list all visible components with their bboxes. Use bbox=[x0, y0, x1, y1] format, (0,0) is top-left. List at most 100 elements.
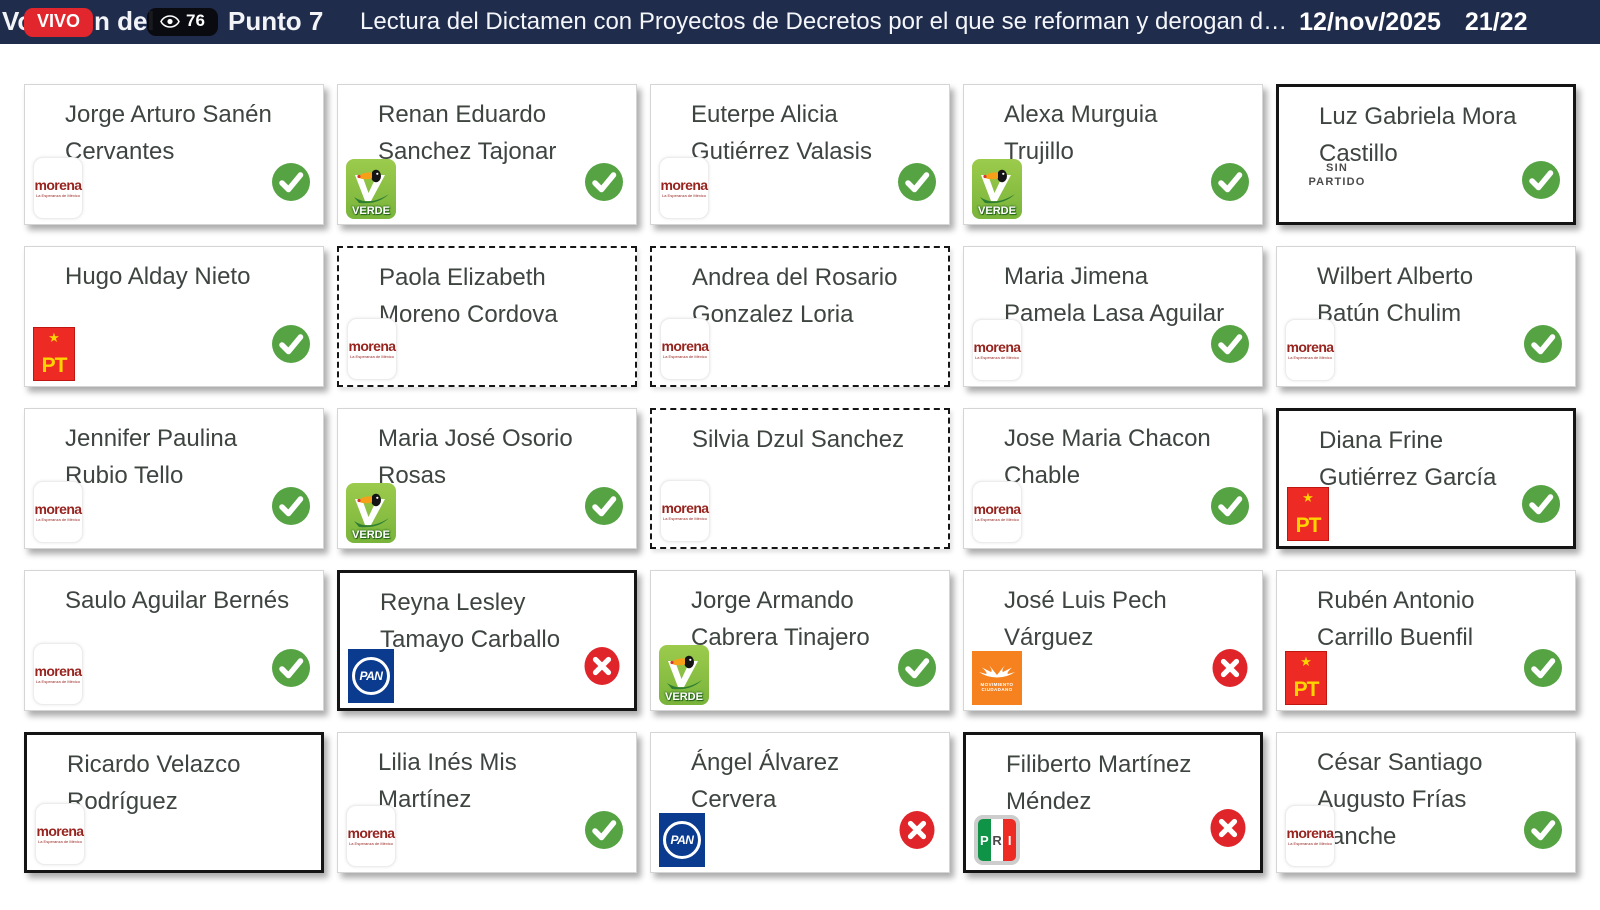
deputy-name-line: Jennifer Paulina bbox=[65, 425, 238, 452]
pan-circle: PAN bbox=[352, 657, 390, 695]
deputy-card: Jorge Armando Cabrera Tinajero VERDE bbox=[650, 570, 950, 711]
deputy-card: Hugo Alday Nieto ★ PT bbox=[24, 246, 324, 387]
pt-wordmark: PT bbox=[41, 354, 68, 377]
vote-no-icon bbox=[1212, 649, 1248, 687]
vote-yes-icon bbox=[898, 649, 936, 687]
verde-wordmark: VERDE bbox=[352, 529, 390, 541]
deputy-name: Ángel Álvarez Cervera bbox=[651, 733, 949, 818]
party-logo-slot: morena La Esperanza de México bbox=[33, 481, 83, 543]
morena-logo: morena La Esperanza de México bbox=[660, 480, 710, 542]
party-logo-slot: morena La Esperanza de México bbox=[660, 318, 710, 380]
vote-status-slot bbox=[896, 323, 936, 363]
deputy-name: Jorge Armando Cabrera Tinajero bbox=[651, 571, 949, 656]
pt-star-icon: ★ bbox=[48, 330, 60, 345]
morena-wordmark: morena bbox=[973, 339, 1022, 355]
morena-slogan: La Esperanza de México bbox=[1287, 355, 1333, 360]
deputy-name: Lilia Inés Mis Martínez bbox=[338, 733, 636, 818]
morena-slogan: La Esperanza de México bbox=[662, 354, 708, 359]
deputy-name-line: Jorge Arturo Sanén bbox=[65, 101, 272, 128]
deputy-name-line: Cervantes bbox=[65, 138, 175, 165]
deputy-card: Andrea del Rosario Gonzalez Loria morena L… bbox=[650, 246, 950, 387]
deputy-card: Paola Elizabeth Moreno Cordova morena La E… bbox=[337, 246, 637, 387]
deputy-name-line: Ángel Álvarez bbox=[691, 749, 840, 776]
vote-yes-icon bbox=[272, 163, 310, 201]
deputy-name: José Luis Pech Várguez bbox=[964, 571, 1262, 656]
deputy-card: Alexa Murguia Trujillo VERDE bbox=[963, 84, 1263, 225]
vote-counter: 21/22 bbox=[1464, 7, 1528, 36]
party-logo-slot: morena La Esperanza de México bbox=[1285, 319, 1335, 381]
party-logo-slot: VERDE bbox=[972, 159, 1022, 219]
deputy-name-line: Cabrera Tinajero bbox=[691, 624, 870, 651]
live-badge: VIVO bbox=[24, 8, 94, 37]
pt-wordmark: PT bbox=[1293, 678, 1320, 701]
deputy-name-line: Reyna Lesley bbox=[380, 589, 526, 616]
pan-logo: PAN bbox=[348, 649, 394, 703]
vote-status-slot bbox=[897, 162, 937, 202]
deputy-name: Ricardo Velazco Rodríguez bbox=[27, 735, 321, 820]
deputy-name-line: Silvia Dzul Sanchez bbox=[692, 426, 905, 453]
verde-toucan-icon bbox=[980, 169, 1015, 204]
vote-status-slot bbox=[582, 646, 622, 686]
viewer-count-badge: 76 bbox=[147, 8, 218, 36]
deputy-name-line: César Santiago bbox=[1317, 749, 1483, 776]
party-logo-slot: morena La Esperanza de México bbox=[1285, 805, 1335, 867]
pri-letter-p: P bbox=[978, 819, 991, 861]
deputy-name-line: Carrillo Buenfil bbox=[1317, 624, 1474, 651]
deputy-name-line: Méndez bbox=[1006, 788, 1092, 815]
deputy-name-line: Maria José Osorio bbox=[378, 425, 573, 452]
vote-status-slot bbox=[1521, 160, 1561, 200]
verde-logo: VERDE bbox=[346, 483, 396, 543]
morena-logo: morena La Esperanza de México bbox=[35, 803, 85, 865]
verde-toucan-icon bbox=[354, 493, 389, 528]
vote-status-slot bbox=[271, 486, 311, 526]
deputy-name: Silvia Dzul Sanchez bbox=[652, 410, 948, 458]
deputy-name: Euterpe Alicia Gutiérrez Valasis bbox=[651, 85, 949, 170]
session-date: 12/nov/2025 bbox=[1299, 7, 1441, 36]
vote-yes-icon bbox=[1211, 325, 1249, 363]
party-logo-slot: morena La Esperanza de México bbox=[346, 805, 396, 867]
party-logo-slot: morena La Esperanza de México bbox=[659, 157, 709, 219]
vote-status-slot bbox=[271, 162, 311, 202]
party-logo-slot: VERDE bbox=[346, 483, 396, 543]
vote-yes-icon bbox=[1211, 487, 1249, 525]
vote-status-slot bbox=[1210, 648, 1250, 688]
deputy-name: Wilbert Alberto Batún Chulim bbox=[1277, 247, 1575, 332]
deputy-name-line: Cervera bbox=[691, 786, 777, 813]
morena-wordmark: morena bbox=[660, 177, 709, 193]
deputy-card: Euterpe Alicia Gutiérrez Valasis morena La… bbox=[650, 84, 950, 225]
deputy-card: Jennifer Paulina Rubio Tello morena La Esp… bbox=[24, 408, 324, 549]
deputy-name: Reyna Lesley Tamayo Carballo bbox=[340, 573, 634, 658]
morena-wordmark: morena bbox=[34, 501, 83, 517]
deputy-name-line: Euterpe Alicia bbox=[691, 101, 838, 128]
morena-slogan: La Esperanza de México bbox=[662, 516, 708, 521]
deputy-name-line: Moreno Cordova bbox=[379, 301, 558, 328]
morena-logo: morena La Esperanza de México bbox=[346, 805, 396, 867]
morena-wordmark: morena bbox=[661, 338, 710, 354]
deputy-name: Maria Jimena Pamela Lasa Aguilar bbox=[964, 247, 1262, 332]
sin-partido-line2: PARTIDO bbox=[1308, 176, 1366, 188]
party-logo-slot: morena La Esperanza de México bbox=[972, 481, 1022, 543]
deputy-name: Maria José Osorio Rosas bbox=[338, 409, 636, 494]
mc-eagle-icon bbox=[979, 665, 1015, 678]
vote-status-slot bbox=[271, 648, 311, 688]
morena-logo: morena La Esperanza de México bbox=[972, 319, 1022, 381]
pt-logo: ★ PT bbox=[1285, 651, 1327, 705]
deputy-name: Andrea del Rosario Gonzalez Loria bbox=[652, 248, 948, 333]
deputy-name-line: Maria Jimena bbox=[1004, 263, 1149, 290]
vote-no-icon bbox=[584, 647, 620, 685]
deputy-card: Jorge Arturo Sanén Cervantes morena La Esp… bbox=[24, 84, 324, 225]
morena-logo: morena La Esperanza de México bbox=[347, 318, 397, 380]
deputy-card: Wilbert Alberto Batún Chulim morena La Esp… bbox=[1276, 246, 1576, 387]
vote-yes-icon bbox=[272, 325, 310, 363]
vote-status-slot bbox=[1523, 648, 1563, 688]
deputy-name-line: Renan Eduardo bbox=[378, 101, 547, 128]
deputy-card: Reyna Lesley Tamayo Carballo PAN bbox=[337, 570, 637, 711]
vote-status-slot bbox=[269, 808, 309, 848]
vote-status-slot bbox=[1523, 810, 1563, 850]
vote-status-slot bbox=[896, 485, 936, 525]
morena-wordmark: morena bbox=[347, 825, 396, 841]
sin-partido-line1: SIN bbox=[1326, 162, 1348, 174]
verde-logo: VERDE bbox=[659, 645, 709, 705]
deputy-card: Maria Jimena Pamela Lasa Aguilar morena La… bbox=[963, 246, 1263, 387]
